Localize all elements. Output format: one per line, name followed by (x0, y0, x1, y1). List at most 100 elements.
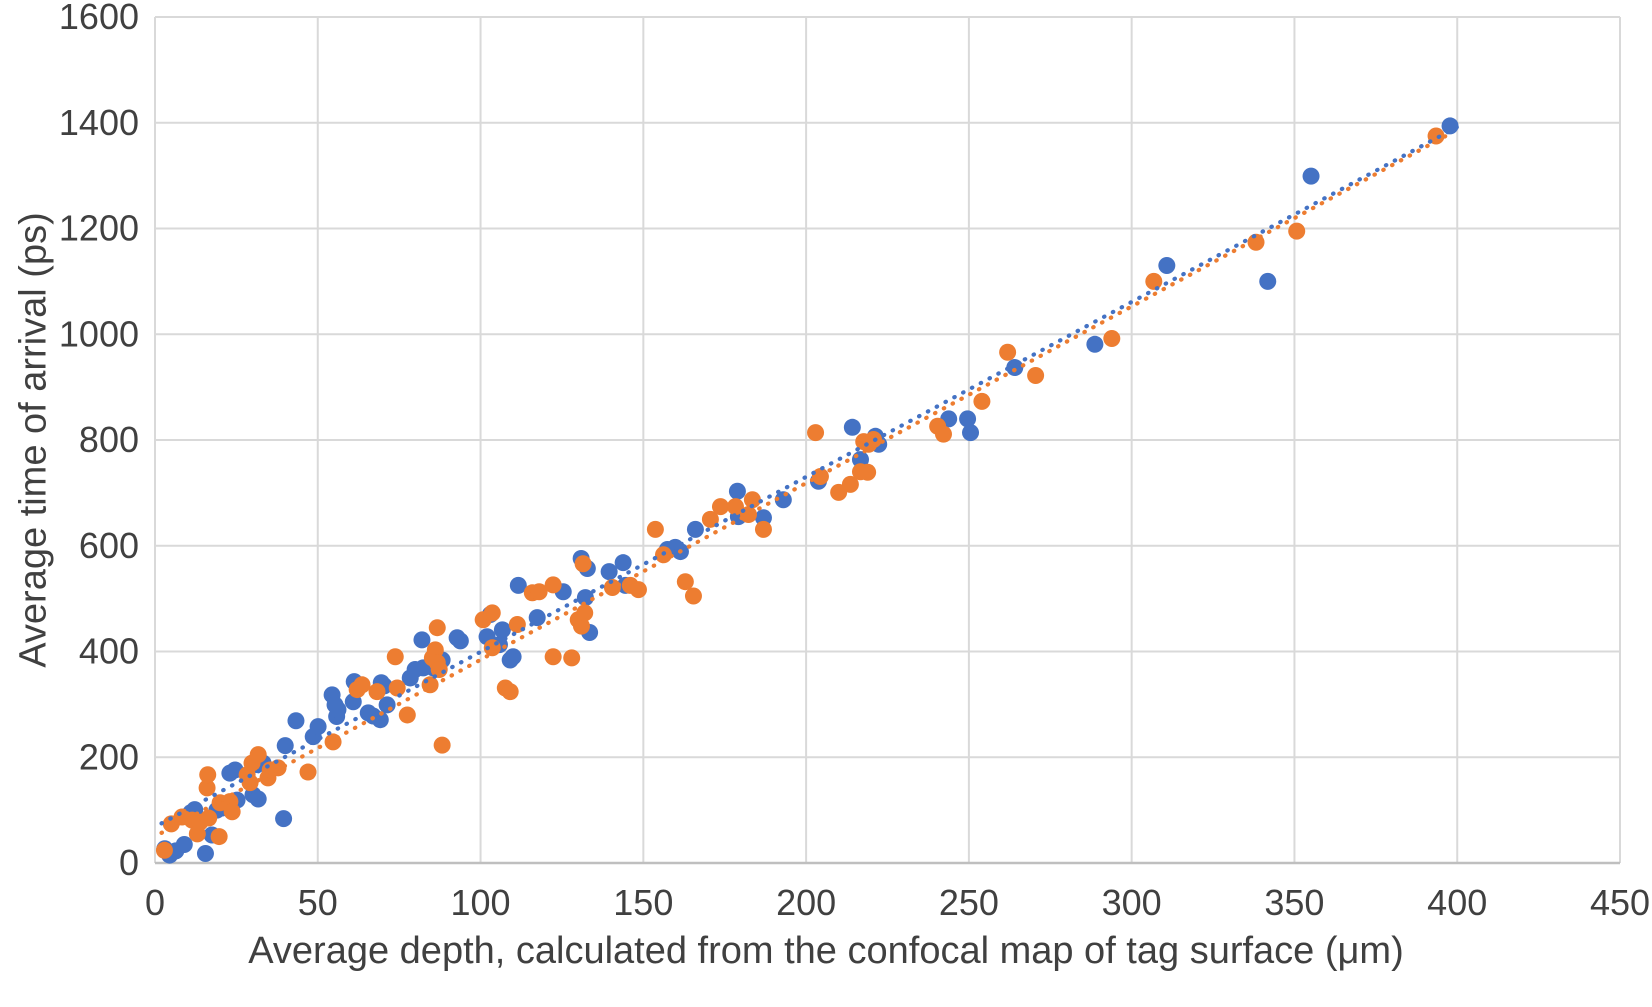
y-tick-label: 1200 (59, 208, 139, 249)
x-axis-title: Average depth, calculated from the confo… (248, 930, 1404, 972)
series-1-blue-point (686, 520, 704, 538)
x-tick-label: 50 (298, 882, 338, 923)
series-2-orange-point (249, 746, 267, 764)
series-1-blue-point (962, 424, 980, 442)
series-1-blue-point (614, 554, 632, 572)
series-1-blue-point (509, 576, 527, 594)
series-2-orange-point (210, 828, 228, 846)
series-2-orange-point (711, 498, 729, 516)
series-2-orange-point (576, 604, 594, 622)
series-1-blue-point (600, 563, 618, 581)
series-1-blue-point (504, 648, 522, 666)
x-tick-label: 400 (1427, 882, 1487, 923)
series-2-orange-point (501, 683, 519, 701)
series-1-blue-point (843, 418, 861, 436)
series-2-orange-point (1027, 366, 1045, 384)
series-1-blue-point (1006, 359, 1024, 377)
series-1-blue-point (175, 835, 193, 853)
x-tick-label: 150 (613, 882, 673, 923)
y-tick-label: 1600 (59, 0, 139, 37)
series-2-orange-point (388, 679, 406, 697)
x-tick-label: 200 (776, 882, 836, 923)
series-1-blue-point (309, 718, 327, 736)
series-2-orange-point (739, 506, 757, 524)
series-1-blue-point (774, 491, 792, 509)
series-2-orange-point (223, 803, 241, 821)
series-1-blue-point (1086, 335, 1104, 353)
series-2-orange-point (743, 491, 761, 509)
y-tick-label: 400 (79, 631, 139, 672)
series-1-blue-point (287, 712, 305, 730)
x-tick-label: 350 (1264, 882, 1324, 923)
series-2-orange-point (200, 809, 218, 827)
series-2-orange-point (544, 576, 562, 594)
series-2-orange-point (241, 774, 259, 792)
series-1-blue-point (276, 737, 294, 755)
series-2-orange-point (483, 604, 501, 622)
trendline-series-2 (159, 131, 1453, 835)
series-1-blue-point (371, 711, 389, 729)
y-tick-label: 800 (79, 419, 139, 460)
y-axis-title: Average time of arrival (ps) (12, 212, 55, 668)
series-2-orange-point (353, 676, 371, 694)
y-tick-label: 1400 (59, 102, 139, 143)
series-2-orange-point (574, 555, 592, 573)
series-2-orange-point (646, 520, 664, 538)
series-2-orange-point (155, 841, 173, 859)
series-1-blue-point (754, 509, 772, 527)
series-1-blue-point (959, 410, 977, 428)
series-2-orange-point (299, 763, 317, 781)
series-2-orange-point (269, 759, 287, 777)
series-2-orange-point (386, 648, 404, 666)
series-1-blue-point (275, 810, 293, 828)
series-2-orange-point (999, 343, 1017, 361)
series-2-orange-point (629, 581, 647, 599)
series-2-orange-point (841, 475, 859, 493)
series-2-orange-point (1288, 222, 1306, 240)
series-1-blue-point (728, 482, 746, 500)
series-2-orange-point (701, 510, 719, 528)
series-1-blue-point (196, 844, 214, 862)
series-2-orange-point (368, 683, 386, 701)
series-2-orange-point (1103, 329, 1121, 347)
series-2-orange-point (684, 587, 702, 605)
x-tick-label: 0 (145, 882, 165, 923)
series-2-orange-point (199, 766, 217, 784)
series-2-orange-point (398, 706, 416, 724)
series-2-orange-point (426, 641, 444, 659)
x-tick-label: 250 (939, 882, 999, 923)
series-1-blue-point (249, 790, 267, 808)
series-1-blue-point (1259, 272, 1277, 290)
series-2-orange-point (973, 392, 991, 410)
series-1-blue-point (528, 609, 546, 627)
x-tick-label: 100 (451, 882, 511, 923)
series-2-orange-point (859, 463, 877, 481)
series-2-orange-point (1145, 272, 1163, 290)
series-2-orange-point (934, 425, 952, 443)
series-2-orange-point (530, 583, 548, 601)
x-tick-label: 450 (1590, 882, 1650, 923)
series-2-orange-point (572, 617, 590, 635)
x-tick-label: 300 (1102, 882, 1162, 923)
series-2-orange-point (433, 736, 451, 754)
series-2-orange-point (544, 648, 562, 666)
series-1-blue-point (451, 632, 469, 650)
y-tick-label: 0 (119, 842, 139, 883)
series-1-blue-point (1441, 117, 1459, 135)
series-1-blue-point (413, 631, 431, 649)
y-tick-label: 600 (79, 525, 139, 566)
series-2-orange-point (198, 779, 216, 797)
series-1-blue-point (493, 621, 511, 639)
series-2-orange-point (563, 649, 581, 667)
series-2-orange-point (807, 424, 825, 442)
series-1-blue-point (329, 701, 347, 719)
series-2-orange-point (603, 579, 621, 597)
y-tick-label: 1000 (59, 313, 139, 354)
series-1-blue-point (1302, 167, 1320, 185)
series-1-blue-point (1158, 257, 1176, 275)
series-2-orange-point (676, 573, 694, 591)
series-2-orange-point (726, 498, 744, 516)
trendline-series-1 (159, 124, 1460, 826)
